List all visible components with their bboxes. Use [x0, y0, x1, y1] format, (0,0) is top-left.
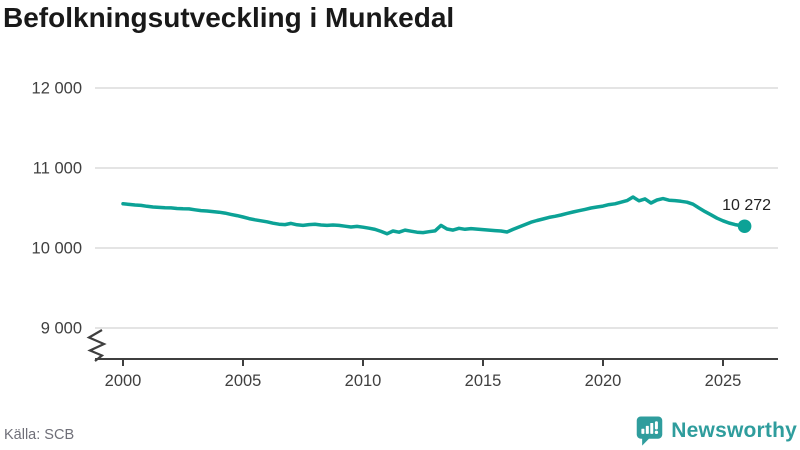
y-tick-label: 9 000 — [41, 320, 82, 338]
newsworthy-logo[interactable]: Newsworthy — [635, 415, 797, 446]
chart-title: Befolkningsutveckling i Munkedal — [3, 2, 455, 33]
gridline-layer — [95, 87, 778, 329]
x-tick-label: 2005 — [225, 372, 262, 390]
y-tick-label: 11 000 — [33, 160, 82, 178]
y-tick-label: 10 000 — [32, 240, 82, 258]
newsworthy-wordmark: Newsworthy — [671, 418, 797, 442]
y-tick-label: 12 000 — [32, 80, 82, 98]
axis-layer — [86, 329, 778, 362]
population-line-chart: 12 000 11 000 10 000 9 000 2000 2005 2010 2015 2… — [32, 80, 778, 391]
x-tick-label: 2010 — [345, 372, 382, 390]
latest-value-label: 10 272 — [722, 197, 771, 214]
x-tick-label: 2000 — [105, 372, 142, 390]
series-layer: 10 272 — [121, 195, 771, 236]
x-tick-label: 2015 — [465, 372, 502, 390]
newsworthy-bubble-chart-icon — [637, 416, 663, 446]
source-note: Källa: SCB — [4, 427, 75, 443]
population-series-line — [121, 195, 747, 236]
tick-layer: 12 000 11 000 10 000 9 000 2000 2005 2010 2015 2… — [32, 80, 742, 391]
y-axis-break-icon — [86, 329, 107, 362]
x-tick-label: 2020 — [585, 372, 622, 390]
x-tick-label: 2025 — [705, 372, 742, 390]
latest-value-dot — [737, 219, 752, 234]
